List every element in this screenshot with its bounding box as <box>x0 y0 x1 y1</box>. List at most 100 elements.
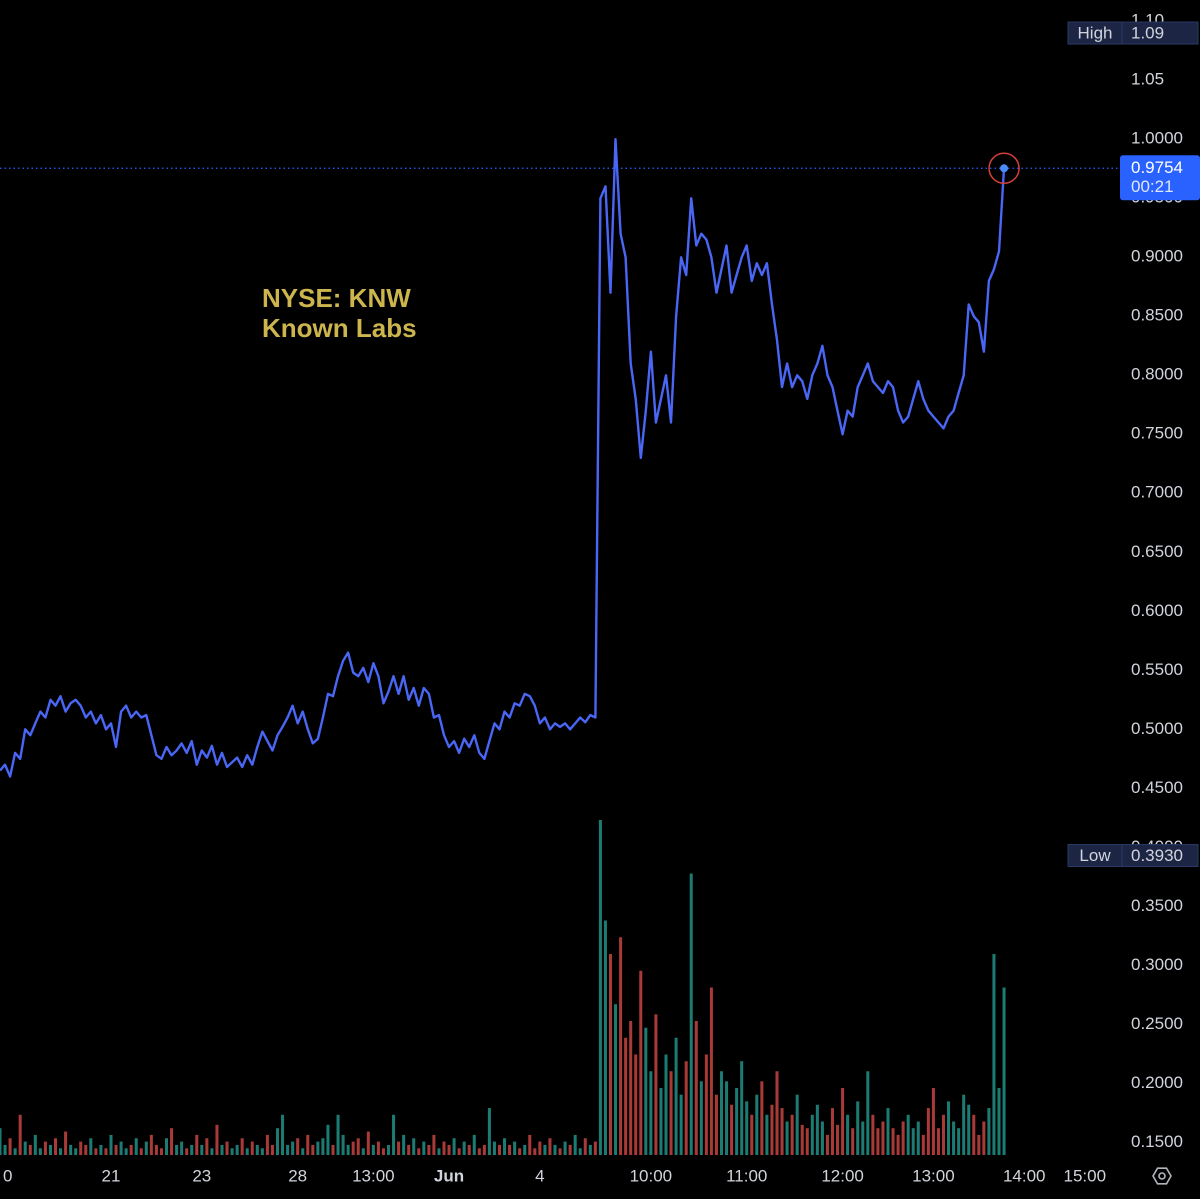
volume-bar <box>260 1148 264 1155</box>
volume-bar <box>275 1128 280 1155</box>
last-point-ring <box>988 152 1020 185</box>
volume-bar <box>906 1114 910 1155</box>
volume-bar <box>861 1121 865 1155</box>
volume-bar <box>164 1138 169 1155</box>
volume-bar <box>79 1141 83 1155</box>
volume-bar <box>931 1088 935 1155</box>
volume-bar <box>795 1094 799 1155</box>
volume-bar <box>114 1144 118 1155</box>
volume-bar <box>785 1121 789 1155</box>
volume-bar <box>492 1141 496 1155</box>
volume-bar <box>583 1138 587 1155</box>
volume-bar <box>760 1081 764 1155</box>
volume-bar <box>361 1148 365 1155</box>
badge-bg <box>1067 844 1199 868</box>
price-line <box>0 138 1006 778</box>
volume-bar <box>306 1134 310 1155</box>
volume-bar <box>281 1114 285 1155</box>
volume-bar <box>669 1071 673 1155</box>
volume-bar <box>149 1134 153 1155</box>
volume-bar <box>992 954 996 1155</box>
volume-bar <box>84 1144 88 1155</box>
settings-icon[interactable] <box>1152 1167 1172 1185</box>
volume-bar <box>457 1148 461 1155</box>
volume-bar <box>957 1128 961 1155</box>
x-tick-label: 12:00 <box>821 1166 864 1185</box>
volume-bar <box>13 1148 17 1155</box>
volume-bar <box>820 1121 824 1155</box>
volume-bar <box>634 1054 638 1155</box>
volume-bar <box>291 1141 295 1155</box>
volume-bar <box>402 1134 406 1155</box>
volume-bar <box>452 1138 456 1155</box>
y-tick-label: 1.05 <box>1131 70 1164 89</box>
volume-bar <box>48 1144 52 1155</box>
volume-bar <box>689 873 693 1155</box>
volume-bar <box>684 1061 688 1155</box>
volume-bar <box>790 1114 794 1155</box>
volume-bar <box>719 1071 724 1155</box>
volume-bar <box>644 1027 648 1155</box>
volume-bar <box>311 1144 315 1155</box>
volume-bar <box>336 1114 340 1155</box>
volume-bar <box>170 1128 174 1155</box>
volume-bar <box>614 1004 618 1155</box>
volume-bar <box>286 1144 290 1155</box>
volume-bar <box>437 1148 441 1155</box>
x-tick-label: 4 <box>535 1166 544 1185</box>
volume-bar <box>836 1124 840 1155</box>
volume-bar <box>175 1144 179 1155</box>
volume-bar <box>0 1128 2 1155</box>
y-tick-label: 0.9000 <box>1131 247 1183 266</box>
volume-bar <box>563 1141 567 1155</box>
badge-bg <box>1067 21 1199 45</box>
volume-bar <box>518 1148 522 1155</box>
volume-bar <box>376 1141 380 1155</box>
y-tick-label: 0.6000 <box>1131 601 1183 620</box>
volume-bar <box>296 1138 300 1155</box>
x-tick-label: 13:00 <box>352 1166 395 1185</box>
volume-bar <box>74 1148 78 1155</box>
volume-bar <box>548 1138 552 1155</box>
badge-label: High <box>1078 24 1113 43</box>
volume-bar <box>8 1138 12 1155</box>
volume-bar <box>38 1148 42 1155</box>
volume-bar <box>422 1141 426 1155</box>
volume-bar <box>503 1138 507 1155</box>
volume-bar <box>23 1141 27 1155</box>
volume-bar <box>538 1141 542 1155</box>
volume-bar <box>881 1121 885 1155</box>
volume-bar <box>109 1134 113 1155</box>
volume-bar <box>321 1138 325 1155</box>
volume-bar <box>815 1104 819 1155</box>
y-tick-label: 1.0000 <box>1131 129 1183 148</box>
volume-bar <box>472 1134 476 1155</box>
x-tick-label: 21 <box>102 1166 121 1185</box>
annotation: Known Labs <box>262 313 417 343</box>
volume-bar <box>619 937 623 1155</box>
volume-bar <box>664 1054 668 1155</box>
volume-bar <box>674 1037 678 1155</box>
volume-bar <box>124 1148 128 1155</box>
volume-bar <box>230 1148 234 1155</box>
volume-bar <box>28 1144 32 1155</box>
volume-bar <box>129 1144 133 1155</box>
volume-bar <box>240 1138 244 1155</box>
y-tick-label: 0.7500 <box>1131 424 1183 443</box>
y-tick-label: 0.2500 <box>1131 1014 1183 1033</box>
volume-bar <box>967 1104 971 1155</box>
volume-bar <box>709 987 713 1155</box>
volume-bar <box>871 1114 875 1155</box>
volume-bar <box>694 1021 698 1155</box>
x-tick-label: 11:00 <box>726 1166 767 1185</box>
volume-bar <box>341 1134 345 1155</box>
volume-bar <box>952 1121 956 1155</box>
volume-bar <box>104 1148 108 1155</box>
volume-bar <box>159 1148 163 1155</box>
volume-bar <box>573 1134 577 1155</box>
volume-bar <box>139 1148 143 1155</box>
volume-bar <box>714 1094 718 1155</box>
volume-bar <box>543 1144 547 1155</box>
volume-bar <box>926 1108 930 1155</box>
